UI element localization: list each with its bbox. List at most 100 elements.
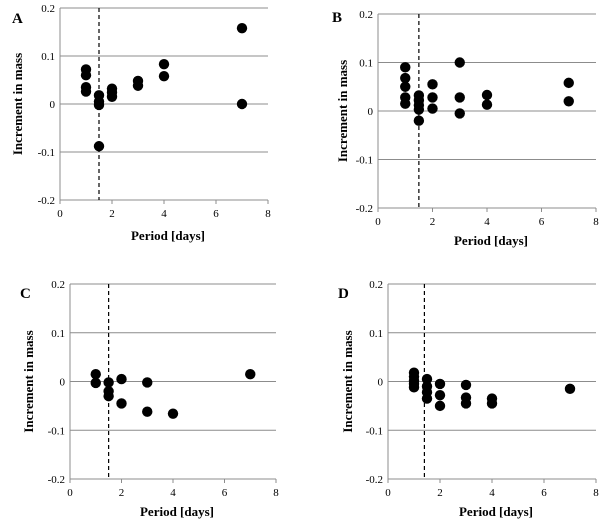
data-point [434,400,446,412]
data-point [400,81,411,92]
data-point [142,406,153,417]
y-axis-label: Increment in mass [21,330,36,432]
y-tick-label: 0.2 [359,9,373,21]
data-point [454,57,465,68]
y-tick-label: -0.1 [48,425,65,437]
data-point [132,80,144,91]
y-tick-label: 0.1 [51,328,65,340]
data-point [106,91,118,103]
y-tick-label: 0.1 [41,51,55,63]
x-tick-label: 0 [67,487,73,499]
data-point [408,382,420,393]
y-tick-label: -0.1 [366,425,383,437]
y-tick-label: 0.1 [369,328,383,340]
data-point [481,99,493,110]
y-axis-label: Increment in mass [340,330,355,432]
y-tick-label: -0.2 [48,474,65,486]
x-tick-label: 2 [109,208,115,220]
data-point [460,398,472,409]
data-point [80,70,92,81]
x-axis-label: Period [days] [454,233,528,248]
data-point [454,92,465,103]
y-tick-label: 0.2 [41,3,55,15]
data-point [481,89,493,101]
y-tick-label: -0.2 [356,203,373,215]
y-tick-label: 0 [378,377,384,389]
y-tick-label: -0.2 [38,195,55,207]
data-point [90,368,101,380]
data-point [116,373,127,385]
data-point [142,377,153,388]
x-tick-label: 4 [489,487,495,499]
y-tick-label: 0.2 [369,279,383,291]
data-point [563,77,574,89]
x-tick-label: 0 [385,487,391,499]
data-point [158,58,170,70]
data-point [486,398,498,409]
x-tick-label: 0 [375,216,381,228]
x-tick-label: 0 [57,208,63,220]
data-point [400,98,411,109]
panel-label: A [12,11,23,27]
x-axis-label: Period [days] [131,228,205,243]
y-tick-label: -0.1 [356,155,373,167]
y-tick-label: 0.1 [359,58,373,70]
y-tick-label: 0 [368,106,374,118]
y-tick-label: -0.2 [366,474,383,486]
x-axis-label: Period [days] [459,504,533,519]
x-tick-label: 8 [265,208,271,220]
x-tick-label: 6 [222,487,228,499]
data-point [454,108,465,119]
data-point [421,373,433,385]
data-point [434,378,446,390]
data-point [236,98,248,110]
y-tick-label: 0.2 [51,279,65,291]
data-point [427,103,438,114]
data-point [158,70,170,82]
x-axis-label: Period [days] [140,504,214,519]
data-point [421,393,433,404]
data-point [413,115,425,126]
data-point [80,86,92,97]
x-tick-label: 2 [119,487,125,499]
data-point [167,408,179,419]
data-point [400,72,411,84]
x-tick-label: 6 [539,216,545,228]
panel-label: D [338,286,349,302]
data-point [564,383,576,395]
x-tick-label: 8 [593,487,599,499]
data-point [116,398,127,409]
y-axis-label: Increment in mass [335,60,350,162]
data-point [434,389,446,401]
x-tick-label: 4 [161,208,167,220]
x-tick-label: 8 [593,216,599,228]
data-point [103,390,114,402]
x-tick-label: 2 [437,487,443,499]
y-tick-label: 0 [50,99,56,111]
data-point [400,62,411,73]
panel-label: B [332,10,342,26]
x-tick-label: 4 [170,487,176,499]
x-tick-label: 6 [541,487,547,499]
y-tick-label: -0.1 [38,147,55,159]
data-point [413,104,425,115]
data-point [427,79,438,90]
data-point [103,377,114,388]
panel-label: C [20,286,31,302]
x-tick-label: 8 [273,487,279,499]
y-axis-label: Increment in mass [10,53,25,155]
data-point [563,96,574,107]
data-point [90,377,101,389]
data-point [460,379,472,391]
data-point [93,141,105,152]
data-point [236,22,248,34]
data-point [427,92,438,103]
y-tick-label: 0 [60,377,66,389]
x-tick-label: 6 [213,208,219,220]
data-point [245,368,256,380]
